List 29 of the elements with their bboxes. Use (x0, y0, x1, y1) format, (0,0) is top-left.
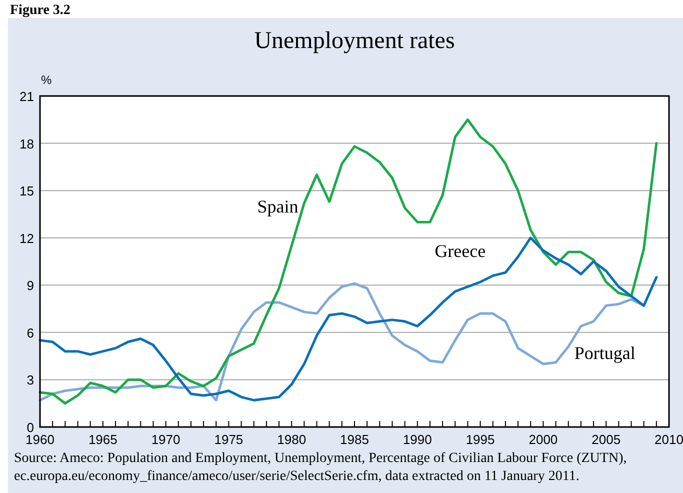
x-tick-label: 1970 (151, 432, 180, 447)
x-tick-label: 2010 (654, 432, 683, 447)
x-tick-label: 2005 (592, 432, 621, 447)
text: ec.europa.eu/economy_finance/ameco/user/serie/SelectSerie.cfm, data extracted on 11 January 2011. (14, 469, 580, 484)
series-label: Spain (257, 196, 298, 217)
x-tick-label: 1960 (26, 432, 54, 447)
y-tick-label: 0 (26, 420, 34, 435)
x-tick-label: 2000 (528, 432, 558, 447)
caption: Figure 3.2 (10, 3, 70, 18)
chart-title: Unemployment rates (254, 28, 455, 54)
line-series (38, 118, 658, 405)
y-tick-label: 6 (26, 325, 34, 340)
series-label: Portugal (574, 343, 636, 364)
x-tick-label: 1965 (88, 432, 118, 447)
y-tick-label: 3 (26, 372, 34, 388)
x-tick-label: 1975 (214, 432, 244, 447)
y-tick-label: 21 (20, 89, 34, 104)
x-tick-label: 1995 (466, 432, 495, 447)
line-series (38, 236, 658, 402)
y-tick-label: 9 (26, 278, 34, 294)
y-tick-label: 15 (20, 184, 34, 199)
x-tick-label: 1990 (402, 432, 432, 447)
y-tick-label: 12 (20, 230, 34, 246)
x-tick-label: 1985 (340, 432, 369, 447)
series-label: Greece (434, 240, 486, 261)
y-tick-label: 18 (20, 136, 34, 152)
x-tick-label: 1980 (277, 432, 306, 447)
source-note: Source: Ameco: Population and Employment, Unemployment, Percentage of Civilian Labour Force (ZUTN), (14, 451, 627, 466)
y-axis-title: % (41, 73, 52, 87)
